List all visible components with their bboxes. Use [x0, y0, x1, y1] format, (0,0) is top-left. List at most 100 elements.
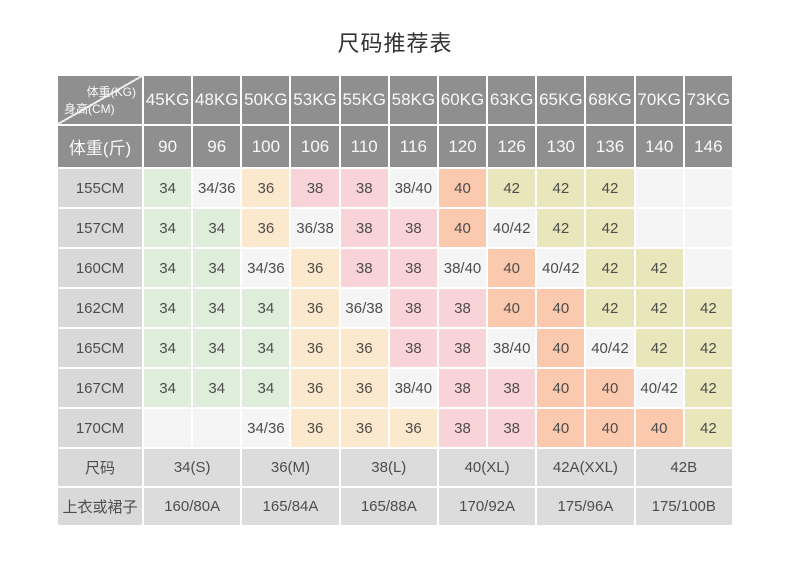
garment-spec-cell: 165/88A: [340, 488, 437, 525]
size-cell: 38/40: [488, 329, 536, 367]
size-cell: 38: [389, 249, 437, 287]
size-code-cell: 42A(XXL): [537, 449, 634, 486]
size-cell: 34: [242, 289, 290, 327]
size-cell: 40: [537, 289, 585, 327]
weight-jin-value: 140: [635, 126, 683, 167]
size-cell: 38: [389, 209, 437, 247]
size-cell: 34: [193, 209, 241, 247]
height-row-label: 155CM: [58, 169, 142, 207]
size-cell: 42: [635, 289, 683, 327]
garment-spec-row: 上衣或裙子 160/80A 165/84A 165/88A 170/92A 17…: [58, 488, 732, 525]
size-cell: 36: [291, 369, 339, 407]
height-row-label: 160CM: [58, 249, 142, 287]
weight-kg-header: 48KG: [193, 76, 241, 124]
size-code-cell: 42B: [635, 449, 732, 486]
size-cell: 38: [488, 369, 536, 407]
size-cell: 40/42: [488, 209, 536, 247]
size-cell: 34: [242, 329, 290, 367]
size-cell: 42: [635, 329, 683, 367]
size-code-cell: 40(XL): [438, 449, 536, 486]
size-code-cell: 36(M): [242, 449, 339, 486]
size-cell: 40/42: [537, 249, 585, 287]
size-cell: 34: [144, 169, 192, 207]
corner-header-cell: 体重(KG) 身高(CM): [58, 76, 142, 124]
size-cell: 38: [438, 369, 487, 407]
weight-kg-header: 53KG: [291, 76, 339, 124]
size-cell: 38/40: [438, 249, 487, 287]
size-cell: 36: [291, 289, 339, 327]
table-row-170cm: 170CM 34/36 36 36 36 38 38 40 40 40 42: [58, 409, 732, 447]
size-cell: 40: [635, 409, 683, 447]
size-cell: 38: [340, 249, 388, 287]
size-cell: [635, 209, 683, 247]
size-cell: 42: [488, 169, 536, 207]
size-cell: 40/42: [586, 329, 634, 367]
size-code-label: 尺码: [58, 449, 142, 486]
weight-jin-value: 100: [242, 126, 290, 167]
garment-spec-cell: 165/84A: [242, 488, 339, 525]
garment-spec-cell: 160/80A: [144, 488, 241, 525]
weight-jin-value: 136: [586, 126, 634, 167]
weight-jin-value: 96: [193, 126, 241, 167]
size-cell: 36: [340, 369, 388, 407]
table-row-157cm: 157CM 34 34 36 36/38 38 38 40 40/42 42 4…: [58, 209, 732, 247]
size-cell: 40: [488, 249, 536, 287]
size-cell: 34: [144, 289, 192, 327]
size-cell: [193, 409, 241, 447]
table-row-167cm: 167CM 34 34 34 36 36 38/40 38 38 40 40 4…: [58, 369, 732, 407]
size-cell: 42: [586, 289, 634, 327]
weight-kg-header: 73KG: [684, 76, 732, 124]
weight-jin-value: 120: [438, 126, 487, 167]
size-cell: 38/40: [389, 369, 437, 407]
size-cell: 38: [438, 409, 487, 447]
size-cell: 40: [438, 169, 487, 207]
weight-jin-value: 90: [144, 126, 192, 167]
size-cell: 34/36: [242, 249, 290, 287]
size-cell: 40: [586, 369, 634, 407]
size-cell: 34: [193, 249, 241, 287]
size-cell: 38: [438, 329, 487, 367]
weight-kg-header-row: 体重(KG) 身高(CM) 45KG 48KG 50KG 53KG 55KG 5…: [58, 76, 732, 124]
size-code-row: 尺码 34(S) 36(M) 38(L) 40(XL) 42A(XXL) 42B: [58, 449, 732, 486]
weight-kg-header: 63KG: [488, 76, 536, 124]
size-chart-table: 体重(KG) 身高(CM) 45KG 48KG 50KG 53KG 55KG 5…: [56, 74, 734, 527]
size-cell: 34: [144, 249, 192, 287]
size-code-cell: 38(L): [340, 449, 437, 486]
size-cell: 34/36: [193, 169, 241, 207]
weight-jin-value: 110: [340, 126, 388, 167]
height-row-label: 165CM: [58, 329, 142, 367]
weight-kg-header: 68KG: [586, 76, 634, 124]
size-cell: 34: [193, 289, 241, 327]
size-cell: 36: [291, 409, 339, 447]
height-row-label: 157CM: [58, 209, 142, 247]
table-row-165cm: 165CM 34 34 34 36 36 38 38 38/40 40 40/4…: [58, 329, 732, 367]
size-cell: 34: [242, 369, 290, 407]
size-cell: 36: [340, 329, 388, 367]
page-title: 尺码推荐表: [337, 31, 453, 56]
weight-kg-header: 45KG: [144, 76, 192, 124]
size-cell: 36: [242, 209, 290, 247]
size-cell: 38: [389, 289, 437, 327]
size-cell: 42: [537, 169, 585, 207]
corner-height-label: 身高(CM): [64, 102, 115, 116]
garment-spec-cell: 175/96A: [537, 488, 634, 525]
weight-jin-value: 106: [291, 126, 339, 167]
size-cell: 36: [291, 249, 339, 287]
weight-kg-header: 58KG: [389, 76, 437, 124]
garment-spec-label: 上衣或裙子: [58, 488, 142, 525]
size-cell: 36: [242, 169, 290, 207]
size-cell: 34: [144, 209, 192, 247]
size-cell: 36: [389, 409, 437, 447]
size-cell: 34: [193, 329, 241, 367]
size-cell: 40: [438, 209, 487, 247]
size-cell: [684, 169, 732, 207]
height-row-label: 167CM: [58, 369, 142, 407]
size-cell: 38: [488, 409, 536, 447]
table-row-160cm: 160CM 34 34 34/36 36 38 38 38/40 40 40/4…: [58, 249, 732, 287]
size-cell: 42: [586, 249, 634, 287]
size-cell: 40: [537, 409, 585, 447]
weight-jin-value: 126: [488, 126, 536, 167]
size-cell: 42: [635, 249, 683, 287]
weight-jin-label: 体重(斤): [58, 126, 142, 167]
size-cell: 38: [340, 209, 388, 247]
